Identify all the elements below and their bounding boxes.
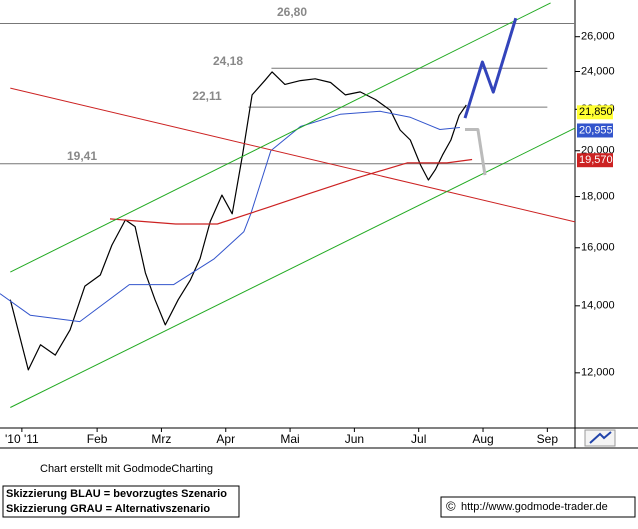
legend-text: Skizzierung GRAU = Alternativszenario [6,503,210,515]
y-tick-label: 24,000 [581,65,615,77]
x-tick-label: Jul [411,432,426,446]
x-tick-label: Sep [537,432,559,446]
legend-text: Skizzierung BLAU = bevorzugtes Szenario [6,488,227,500]
y-tick-label: 26,000 [581,31,615,43]
price-label-box [577,105,613,120]
level-label: 19,41 [67,149,97,163]
series-line [10,87,576,223]
url-box [440,496,636,518]
x-tick-label: Mai [280,432,299,446]
x-tick-label: Mrz [151,432,171,446]
y-tick-label: 18,000 [581,190,615,202]
level-label: 22,11 [192,89,222,103]
x-tick-label: '10 '11 [5,432,39,446]
y-tick-label: 14,000 [581,300,615,312]
x-tick-label: Aug [472,432,493,446]
series-line [465,128,487,176]
price-label: 21,850 [579,106,613,118]
price-label: 20,955 [579,124,613,136]
series-line [109,158,473,225]
copyright: © [446,498,456,513]
price-label: 19,570 [579,154,613,166]
credit: Chart erstellt mit GodmodeCharting [40,463,213,475]
series-line [0,110,460,323]
chart-icon-glyph [589,431,612,444]
legend-box [2,485,240,518]
x-tick-label: Apr [216,432,235,446]
x-tick-label: Feb [87,432,108,446]
series-line [9,71,467,371]
series-line [10,127,576,408]
series-line [10,2,551,273]
y-tick-label: 16,000 [581,242,615,254]
x-tick-label: Jun [345,432,364,446]
price-label-box [577,153,613,168]
y-tick-label: 12,000 [581,367,615,379]
level-label: 24,18 [213,54,243,68]
level-label: 26,80 [277,5,307,19]
url[interactable]: http://www.godmode-trader.de [461,501,608,513]
price-label-box [577,123,613,138]
series-line [463,17,518,119]
